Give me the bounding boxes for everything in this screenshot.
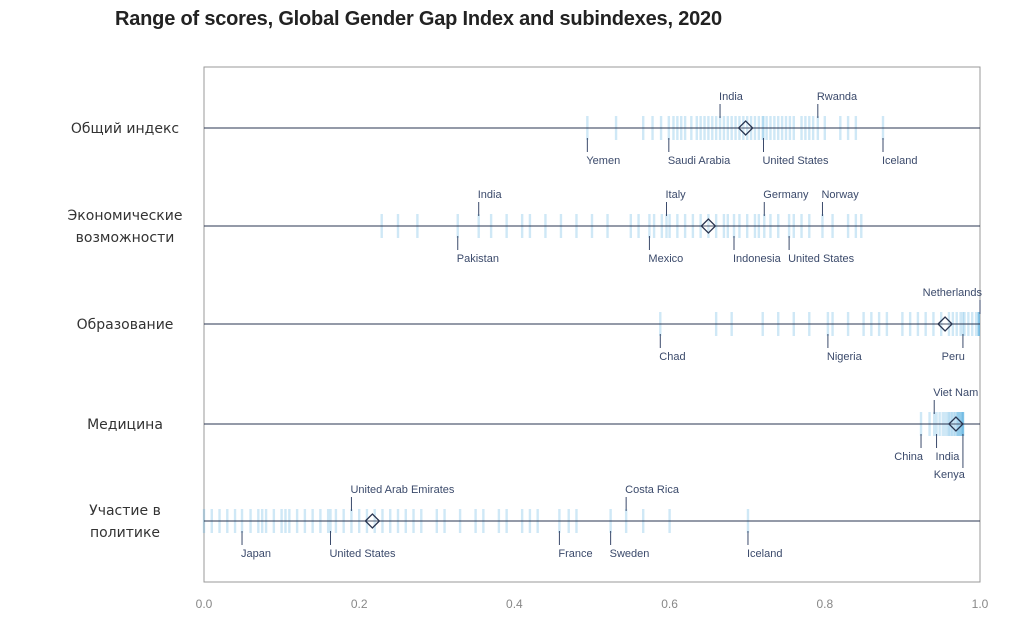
country-label: Viet Nam <box>933 387 978 399</box>
country-label: Japan <box>241 548 271 560</box>
country-label: India <box>719 91 744 103</box>
country-label: Norway <box>821 189 859 201</box>
x-tick-label: 0.0 <box>196 597 213 611</box>
row-label: Общий индекс <box>71 121 179 137</box>
row-label: возможности <box>76 230 175 246</box>
mean-diamond-marker <box>737 120 754 136</box>
mean-diamond-marker <box>948 416 964 432</box>
country-label: Saudi Arabia <box>668 155 731 167</box>
mean-diamond-marker <box>700 218 717 234</box>
country-label: United Arab Emirates <box>350 484 454 496</box>
x-tick-label: 0.6 <box>661 597 678 611</box>
country-label: Indonesia <box>733 253 782 265</box>
country-label: Kenya <box>934 469 966 481</box>
country-label: Pakistan <box>457 253 499 265</box>
country-label: Germany <box>763 189 809 201</box>
chart-title: Range of scores, Global Gender Gap Index… <box>115 8 722 30</box>
country-label: Netherlands <box>923 287 983 299</box>
country-label: Rwanda <box>817 91 858 103</box>
mean-diamond-marker <box>364 513 381 529</box>
country-label: United States <box>762 155 829 167</box>
row-label: Медицина <box>87 417 163 433</box>
country-label: India <box>936 451 961 463</box>
row-label: Образование <box>77 317 174 333</box>
country-label: Nigeria <box>827 351 863 363</box>
country-label: United States <box>329 548 396 560</box>
row-label: Участие в <box>89 503 161 519</box>
country-label: Costa Rica <box>625 484 680 496</box>
x-tick-label: 0.8 <box>816 597 833 611</box>
country-label: Iceland <box>747 548 782 560</box>
country-label: Chad <box>659 351 685 363</box>
country-label: India <box>478 189 503 201</box>
x-tick-label: 0.4 <box>506 597 523 611</box>
country-label: France <box>558 548 592 560</box>
country-label: Peru <box>942 351 965 363</box>
country-label: Mexico <box>648 253 683 265</box>
country-label: United States <box>788 253 855 265</box>
country-label: China <box>894 451 924 463</box>
country-label: Sweden <box>610 548 650 560</box>
country-label: Iceland <box>882 155 917 167</box>
country-label: Yemen <box>586 155 620 167</box>
country-label: Italy <box>665 189 686 201</box>
mean-diamond-marker <box>937 316 953 332</box>
row-label: Экономические <box>68 208 183 224</box>
row-label: политике <box>90 525 160 541</box>
x-tick-label: 0.2 <box>351 597 368 611</box>
x-tick-label: 1.0 <box>972 597 989 611</box>
